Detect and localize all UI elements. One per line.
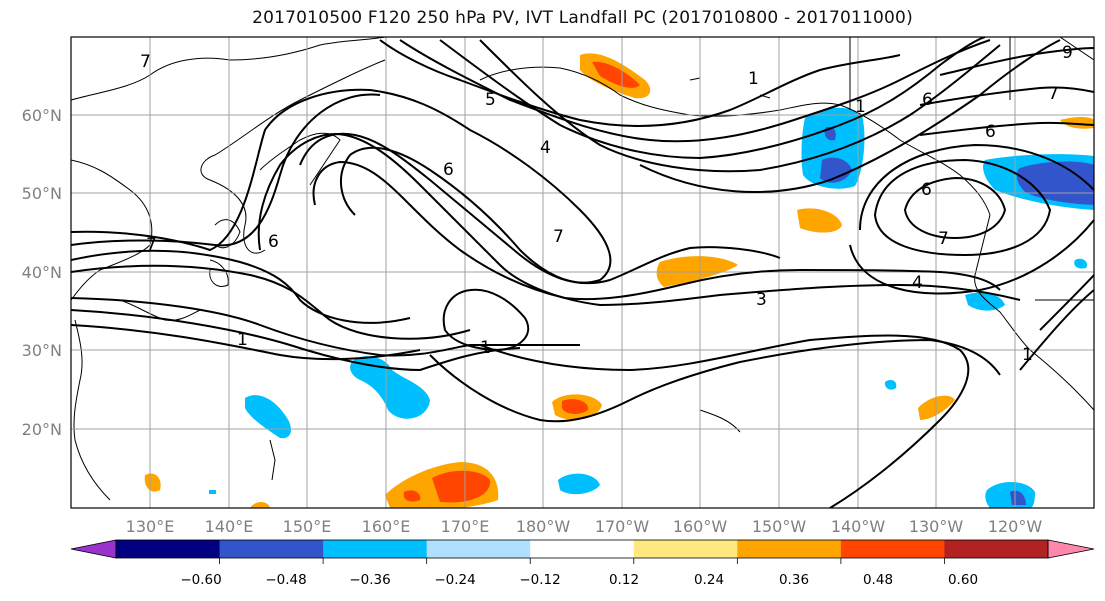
colorbar-tick-label: −0.60 — [180, 572, 221, 588]
contour-label: 4 — [540, 138, 551, 158]
colorbar-tick-label: 0.12 — [609, 572, 639, 588]
colorbar-left-extension — [70, 539, 117, 559]
contour-label: 7 — [938, 229, 949, 249]
lat-label: 50°N — [22, 184, 62, 203]
contour-label: 6 — [268, 232, 279, 252]
contour-label: 5 — [485, 90, 496, 110]
map-frame — [70, 36, 1095, 509]
contour-label: 4 — [912, 273, 923, 293]
colorbar-tick-label: −0.12 — [519, 572, 560, 588]
colorbar-tick-label: 0.60 — [948, 572, 978, 588]
lon-label: 130°W — [909, 517, 964, 536]
lon-label: 150°W — [752, 517, 807, 536]
contour-label: 1 — [1022, 345, 1033, 365]
longitude-labels: 130°E 140°E 150°E 160°E 170°E 180°W 170°… — [126, 517, 1043, 536]
lon-label: 130°E — [126, 517, 175, 536]
colorbar-tick-label: −0.48 — [265, 572, 306, 588]
colorbar-tick-label: 0.48 — [863, 572, 893, 588]
contour-label: 7 — [140, 52, 151, 72]
contour-label: 9 — [1062, 43, 1073, 63]
contour-label: 1 — [480, 338, 491, 358]
lat-label: 30°N — [22, 341, 62, 360]
lon-label: 160°E — [362, 517, 411, 536]
contour-label: 6 — [921, 180, 932, 200]
contour-label: 1 — [855, 97, 866, 117]
colorbar: −0.60 −0.48 −0.36 −0.24 −0.12 0.12 0.24 … — [70, 539, 1095, 588]
colorbar-tick-label: 0.36 — [779, 572, 809, 588]
latitude-labels: 60°N 50°N 40°N 30°N 20°N — [22, 106, 62, 439]
anomaly-shading — [144, 53, 1094, 508]
pv-contours — [71, 37, 1094, 508]
colorbar-segment — [323, 540, 428, 558]
contour-label: 6 — [443, 160, 454, 180]
contour-label: 7 — [553, 227, 564, 247]
lat-label: 20°N — [22, 420, 62, 439]
colorbar-tick-label: −0.36 — [349, 572, 390, 588]
map-title: 2017010500 F120 250 hPa PV, IVT Landfall… — [252, 8, 913, 28]
colorbar-outline — [115, 539, 1049, 559]
colorbar-segment — [219, 540, 324, 558]
lon-label: 140°E — [205, 517, 254, 536]
contour-label: 6 — [922, 90, 933, 110]
contour-label: 3 — [756, 290, 767, 310]
lat-label: 60°N — [22, 106, 62, 125]
colorbar-tick-label: −0.24 — [434, 572, 475, 588]
colorbar-segment — [426, 540, 531, 558]
lon-label: 160°W — [673, 517, 728, 536]
contour-label: 6 — [985, 122, 996, 142]
contour-label: 7 — [146, 235, 157, 255]
lon-label: 120°W — [988, 517, 1043, 536]
colorbar-segment — [944, 540, 1049, 558]
lon-label: 180°W — [516, 517, 571, 536]
lon-label: 140°W — [831, 517, 886, 536]
lat-label: 40°N — [22, 263, 62, 282]
contour-label: 1 — [748, 69, 759, 89]
colorbar-tick-label: 0.24 — [694, 572, 724, 588]
colorbar-segment — [633, 540, 738, 558]
coastlines — [71, 37, 1094, 501]
colorbar-segment — [840, 540, 945, 558]
colorbar-right-extension — [1047, 539, 1095, 559]
colorbar-segment — [530, 540, 635, 558]
colorbar-segment — [116, 540, 221, 558]
lon-label: 170°E — [441, 517, 490, 536]
contour-label: 1 — [237, 330, 248, 350]
contour-labels: 7 1 6 5 4 6 7 1 6 7 4 3 1 1 7 6 6 7 9 1 — [140, 43, 1073, 365]
colorbar-segment — [737, 540, 842, 558]
lon-label: 150°E — [283, 517, 332, 536]
contour-label: 7 — [1048, 84, 1059, 104]
lon-label: 170°W — [595, 517, 650, 536]
